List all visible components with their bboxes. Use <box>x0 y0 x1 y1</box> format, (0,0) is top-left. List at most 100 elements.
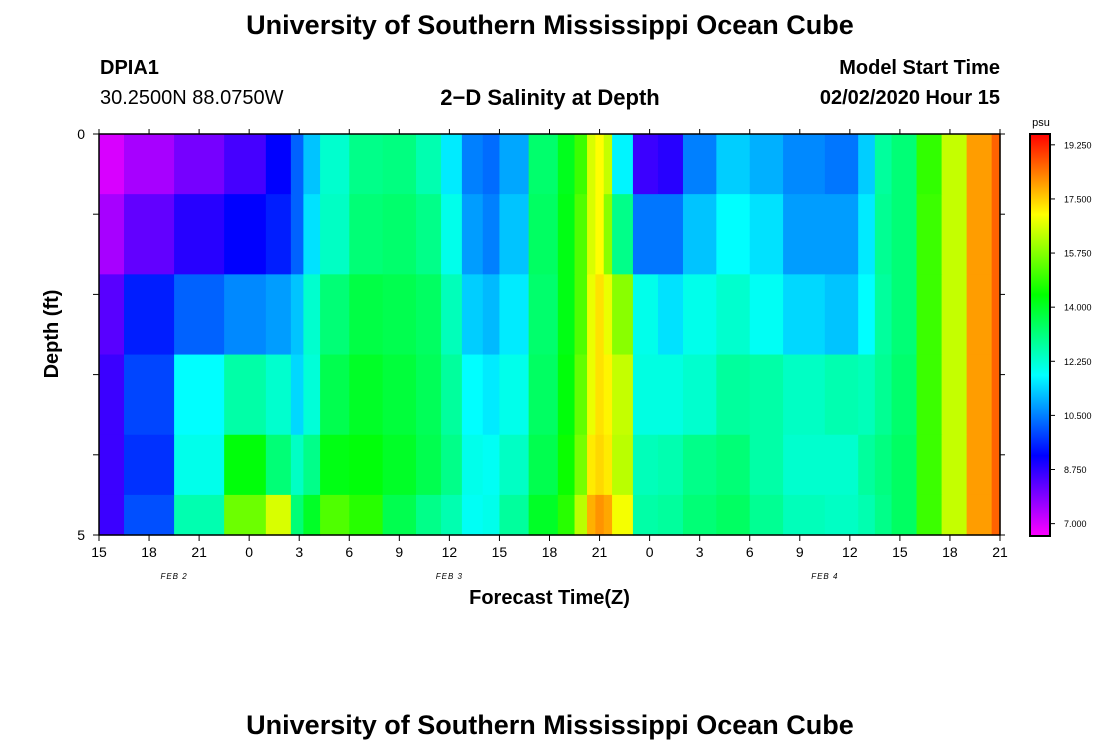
x-tick-label: 18 <box>942 544 958 560</box>
heatmap-cell <box>916 194 943 275</box>
heatmap-cell <box>303 134 321 195</box>
x-tick-label: 15 <box>492 544 508 560</box>
heatmap-cell <box>587 274 596 356</box>
heatmap-cell <box>682 134 717 195</box>
heatmap-cell <box>416 354 442 436</box>
heatmap-cell <box>124 434 175 496</box>
heatmap-cell <box>461 354 484 436</box>
footer-title: University of Southern Mississippi Ocean… <box>246 710 854 740</box>
heatmap-cell <box>174 494 225 536</box>
heatmap-cell <box>783 434 826 496</box>
heatmap-cell <box>382 134 417 195</box>
heatmap-cell <box>891 274 918 356</box>
heatmap-cell <box>224 134 267 195</box>
heatmap-cell <box>874 494 893 536</box>
heatmap-cell <box>783 274 826 356</box>
heatmap-cell <box>499 494 530 536</box>
heatmap-cell <box>482 274 501 356</box>
heatmap-cell <box>657 494 684 536</box>
heatmap-cell <box>482 134 501 195</box>
heatmap-cell <box>991 434 1001 496</box>
heatmap-cell <box>916 434 943 496</box>
heatmap-cell <box>891 194 918 275</box>
colorbar-tick-label: 12.250 <box>1064 357 1092 367</box>
heatmap-cell <box>632 434 659 496</box>
heatmap-cell <box>557 434 576 496</box>
x-axis-label: Forecast Time(Z) <box>469 587 630 609</box>
heatmap-cell <box>858 354 876 436</box>
heatmap-cell <box>657 194 684 275</box>
date-label: FEB 4 <box>811 572 838 581</box>
x-tick-label: 9 <box>395 544 403 560</box>
heatmap-cell <box>174 194 225 275</box>
heatmap-cell <box>603 494 613 536</box>
heatmap-cell <box>824 194 859 275</box>
heatmap-cell <box>99 494 125 536</box>
heatmap-cell <box>265 494 292 536</box>
heatmap-cell <box>303 194 321 275</box>
heatmap-cell <box>612 434 634 496</box>
heatmap-cell <box>858 434 876 496</box>
heatmap-cell <box>916 274 943 356</box>
heatmap-cell <box>716 494 751 536</box>
heatmap-cell <box>966 494 993 536</box>
heatmap-cell <box>290 494 304 536</box>
heatmap-cell <box>224 354 267 436</box>
heatmap-cell <box>320 354 350 436</box>
heatmap-cell <box>99 434 125 496</box>
x-tick-label: 6 <box>345 544 353 560</box>
heatmap-cell <box>499 134 530 195</box>
x-tick-label: 18 <box>542 544 558 560</box>
heatmap-cell <box>290 274 304 356</box>
heatmap-cell <box>783 494 826 536</box>
heatmap-cell <box>603 354 613 436</box>
heatmap-cell <box>783 134 826 195</box>
heatmap-cell <box>265 194 292 275</box>
heatmap-cell <box>603 274 613 356</box>
heatmap-cell <box>290 194 304 275</box>
heatmap-cell <box>441 354 463 436</box>
heatmap-cell <box>858 494 876 536</box>
heatmap-cell <box>461 434 484 496</box>
heatmap-cell <box>174 434 225 496</box>
heatmap-cell <box>320 274 350 356</box>
heatmap-cell <box>941 494 968 536</box>
heatmap-cell <box>416 134 442 195</box>
heatmap-cell <box>482 194 501 275</box>
heatmap-cell <box>749 134 784 195</box>
heatmap-cell <box>874 434 893 496</box>
heatmap-cell <box>966 274 993 356</box>
colorbar-unit: psu <box>1032 117 1050 129</box>
heatmap-cell <box>265 134 292 195</box>
heatmap-cell <box>224 494 267 536</box>
heatmap-cell <box>224 434 267 496</box>
heatmap-cell <box>632 494 659 536</box>
heatmap-cell <box>382 494 417 536</box>
heatmap-cell <box>941 274 968 356</box>
heatmap-cell <box>682 354 717 436</box>
x-tick-label: 12 <box>842 544 858 560</box>
heatmap-cell <box>349 434 384 496</box>
heatmap-cell <box>682 434 717 496</box>
heatmap-cell <box>891 134 918 195</box>
y-tick-label: 5 <box>77 527 85 543</box>
heatmap-cell <box>587 494 596 536</box>
date-label: FEB 2 <box>160 572 187 581</box>
page-title: University of Southern Mississippi Ocean… <box>246 10 854 40</box>
x-tick-label: 12 <box>442 544 458 560</box>
heatmap-cell <box>941 354 968 436</box>
heatmap-cell <box>891 354 918 436</box>
heatmap-cell <box>783 194 826 275</box>
heatmap-cell <box>290 434 304 496</box>
heatmap-cell <box>716 274 751 356</box>
heatmap-cell <box>991 134 1001 195</box>
heatmap-cell <box>716 354 751 436</box>
station-id: DPIA1 <box>100 57 159 79</box>
heatmap-cell <box>858 134 876 195</box>
heatmap-cell <box>265 434 292 496</box>
heatmap-cell <box>682 194 717 275</box>
heatmap-cell <box>612 134 634 195</box>
heatmap-cell <box>349 134 384 195</box>
heatmap-cell <box>416 274 442 356</box>
